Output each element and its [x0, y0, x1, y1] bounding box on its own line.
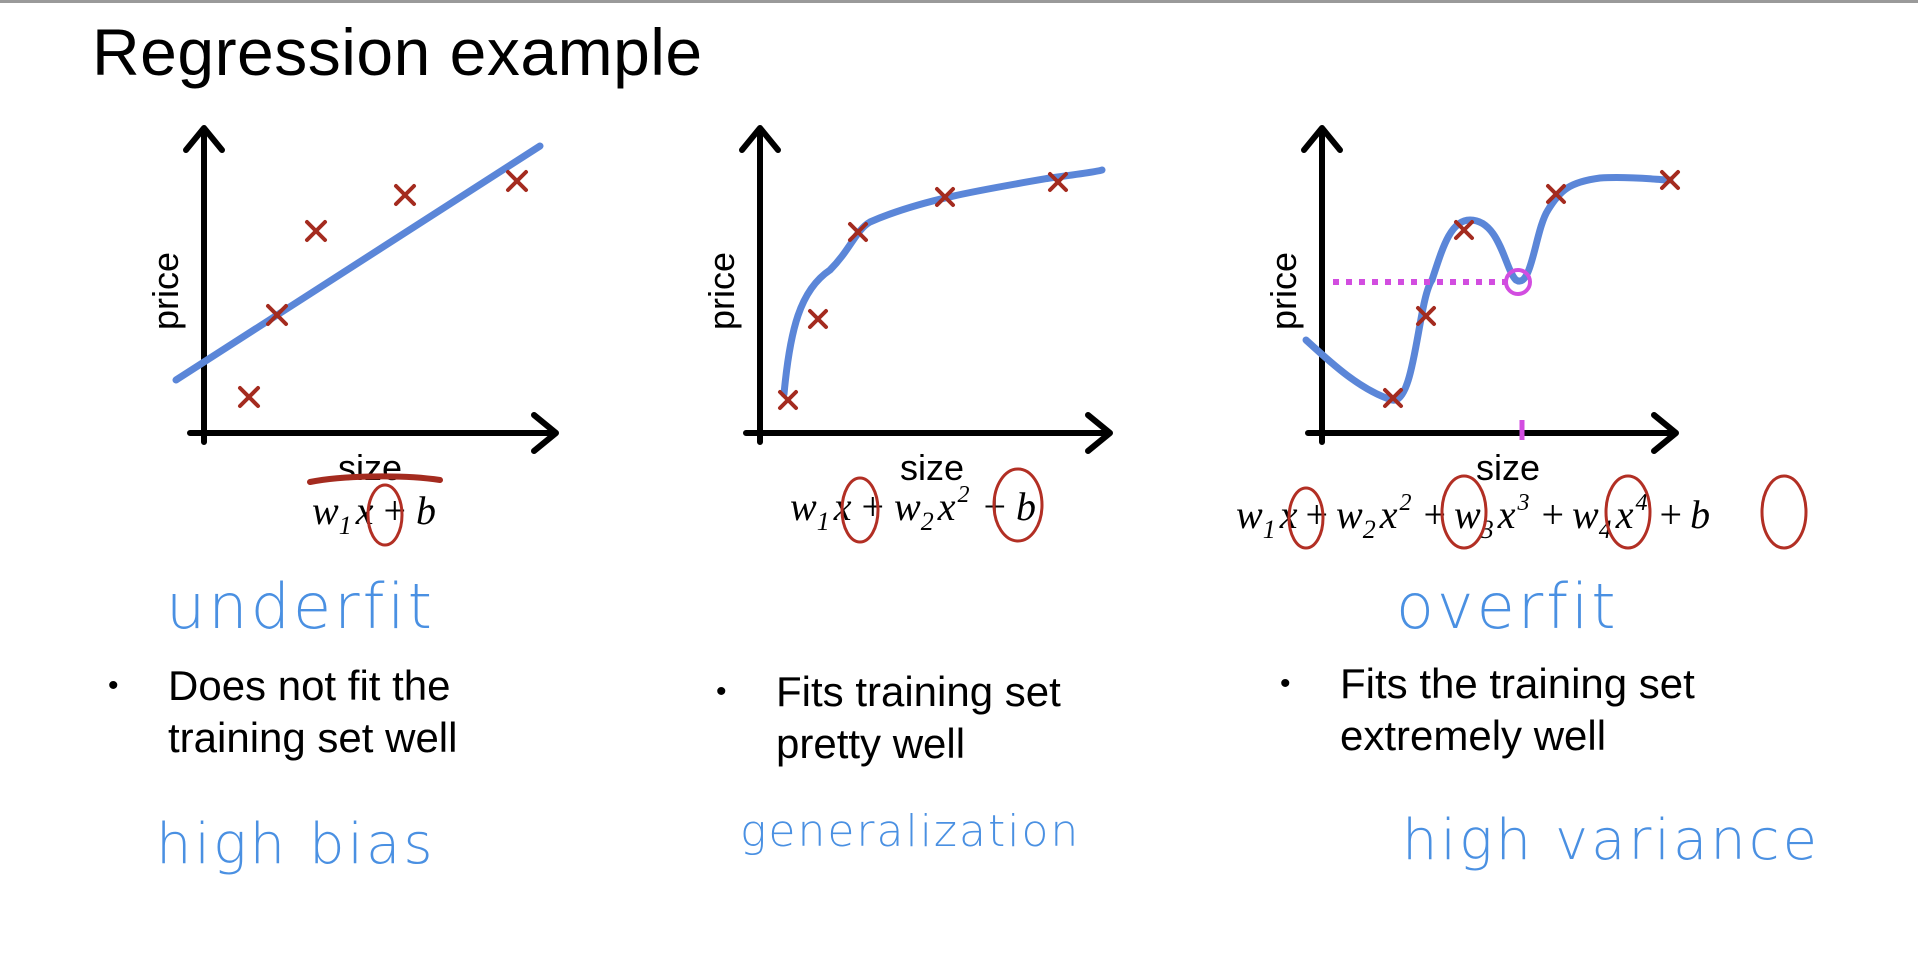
y-axis-label: price — [145, 252, 186, 330]
prediction-marker — [1504, 268, 1532, 296]
x-axis — [187, 412, 559, 454]
handwritten-overfit: overfit — [1396, 570, 1619, 643]
data-point — [1416, 306, 1436, 326]
data-point — [1048, 172, 1068, 192]
highlight-circle — [366, 483, 404, 547]
data-point — [305, 220, 327, 242]
y-axis — [739, 125, 781, 445]
handwritten-high-variance: high variance — [1402, 808, 1821, 873]
plot-good-fit: price size w1 x + w2 x2 + b — [701, 125, 1113, 544]
data-point — [1454, 220, 1474, 240]
bullet-line: Fits the training set — [1340, 660, 1695, 707]
handwritten-generalization: generalization — [740, 806, 1081, 857]
x-axis — [743, 412, 1113, 454]
y-axis — [1301, 125, 1343, 445]
bullet-line: pretty well — [776, 720, 966, 767]
highlight-circle — [1287, 486, 1325, 550]
data-point — [506, 170, 528, 192]
fit-curve — [1302, 173, 1674, 404]
data-point — [266, 304, 288, 326]
highlight-circle — [1604, 474, 1652, 550]
data-point — [394, 184, 416, 206]
handwritten-underfit: underfit — [166, 570, 435, 643]
data-point — [1660, 170, 1680, 190]
bullet-dot: • — [108, 669, 119, 702]
handwritten-high-bias: high bias — [156, 812, 436, 877]
bullet-line: Fits training set — [776, 668, 1061, 715]
bullet-line: extremely well — [1340, 712, 1607, 759]
equation-overfit: w1 x + w2 x2 + w3 x3 + w4 x4 + b — [1236, 474, 1808, 550]
y-axis-label: price — [701, 252, 742, 330]
bullet-dot: • — [1280, 667, 1291, 700]
x-axis — [1305, 412, 1679, 454]
bullet-dot: • — [716, 675, 727, 708]
y-axis-label: price — [1263, 252, 1304, 330]
x-axis-label: size — [1476, 447, 1540, 488]
highlight-circle — [1440, 474, 1488, 550]
data-point — [1383, 388, 1403, 408]
data-point — [778, 390, 798, 410]
data-point — [238, 386, 260, 408]
data-point — [935, 187, 955, 207]
equation-underfit: w1 x + b — [312, 483, 436, 547]
svg-text:w1x+b: w1 x + b — [312, 488, 436, 540]
bullet-line: training set well — [168, 714, 458, 761]
highlight-circle — [840, 476, 880, 544]
top-border — [0, 0, 1918, 3]
data-point — [1546, 184, 1566, 204]
plot-underfit: price size w1 x + b — [145, 125, 559, 547]
y-axis — [183, 125, 225, 445]
data-point — [848, 222, 868, 242]
bullet-line: Does not fit the — [168, 662, 451, 709]
plot-overfit: price size w1 x + w2 x2 + w3 x3 + w4 x4 + b — [1236, 125, 1808, 550]
data-point — [808, 309, 828, 329]
highlight-circle — [1760, 474, 1808, 550]
x-axis-label: size — [900, 447, 964, 488]
equation-good-fit: w1 x + w2 x2 + b — [790, 467, 1044, 544]
x-axis-label: size — [338, 447, 402, 488]
annotation-underline — [307, 473, 443, 485]
fit-curve — [780, 166, 1106, 398]
fit-line — [172, 142, 544, 384]
highlight-circle — [992, 467, 1044, 543]
page-title: Regression example — [92, 15, 703, 89]
